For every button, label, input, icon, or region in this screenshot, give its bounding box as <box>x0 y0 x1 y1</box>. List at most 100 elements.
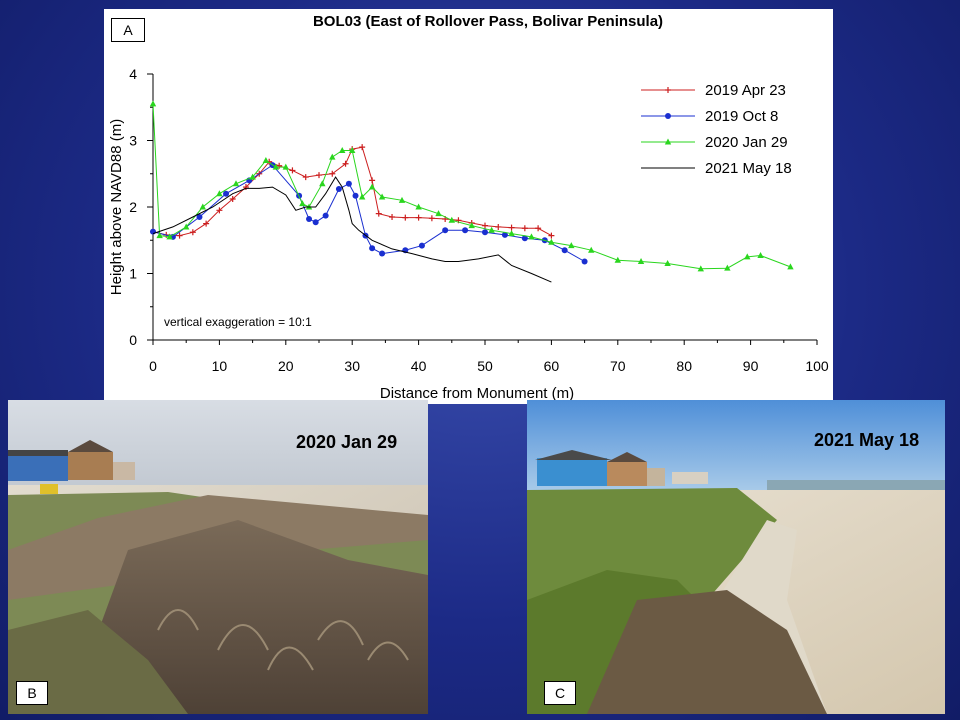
data-point <box>345 180 352 187</box>
data-point <box>508 230 515 237</box>
data-point <box>369 177 376 184</box>
series-line <box>152 164 585 262</box>
x-tick-label: 30 <box>344 358 360 374</box>
legend-label: 2020 Jan 29 <box>705 134 788 151</box>
data-point <box>697 265 704 272</box>
data-point <box>232 180 240 187</box>
data-point <box>787 263 794 270</box>
x-tick-label: 20 <box>278 358 294 374</box>
data-point <box>312 219 319 226</box>
data-point <box>329 170 336 177</box>
profile-chart-panel: BOL03 (East of Rollover Pass, Bolivar Pe… <box>104 9 833 404</box>
data-point <box>535 225 542 232</box>
data-point <box>462 227 469 234</box>
data-point <box>521 235 528 242</box>
data-point <box>664 138 672 145</box>
x-tick-label: 90 <box>743 358 759 374</box>
data-point <box>468 222 475 229</box>
x-tick-label: 50 <box>477 358 493 374</box>
data-point <box>229 196 236 203</box>
data-point <box>375 210 382 217</box>
x-tick-label: 80 <box>676 358 692 374</box>
series-2021-may-18 <box>152 176 552 283</box>
data-point <box>744 253 751 260</box>
panel-letter-b: B <box>16 681 48 705</box>
data-point <box>352 192 359 199</box>
data-point <box>302 174 309 181</box>
data-point <box>203 220 210 227</box>
data-point <box>272 163 280 170</box>
data-point <box>369 245 376 252</box>
data-point <box>149 100 157 107</box>
series-2019-apr-23 <box>150 144 555 239</box>
data-point <box>665 113 671 119</box>
data-point <box>276 162 283 169</box>
data-point <box>724 264 731 271</box>
data-point <box>501 231 508 238</box>
data-point <box>196 213 203 220</box>
data-point <box>448 216 455 223</box>
data-point <box>588 246 595 253</box>
series-line <box>152 103 791 270</box>
data-point <box>349 146 356 153</box>
data-point <box>319 180 326 187</box>
data-point <box>299 200 306 207</box>
data-point <box>428 215 435 222</box>
data-point <box>482 229 488 236</box>
photo-2021-may-18: 2021 May 18 C <box>527 400 945 714</box>
panel-letter-c: C <box>544 681 576 705</box>
x-tick-label: 0 <box>149 358 157 374</box>
data-point <box>614 256 621 263</box>
data-point <box>189 229 196 236</box>
dune-photo-b <box>8 400 428 714</box>
data-point <box>415 203 422 210</box>
data-point <box>548 232 555 239</box>
data-point <box>368 183 376 190</box>
data-point <box>664 260 671 267</box>
data-point <box>418 242 425 249</box>
data-point <box>359 144 366 151</box>
data-point <box>581 258 588 265</box>
y-tick-label: 1 <box>129 266 137 282</box>
data-point <box>289 167 296 174</box>
data-point <box>216 190 223 197</box>
axis-ticks: 0 10 20 30 40 50 60 70 80 90 100 0 1 2 3 4 <box>129 66 829 374</box>
data-point <box>442 227 449 234</box>
data-point <box>398 196 406 203</box>
data-point <box>389 213 396 220</box>
data-point <box>156 232 163 239</box>
data-point <box>223 190 230 197</box>
x-axis-label: Distance from Monument (m) <box>380 385 574 402</box>
photo-2020-jan-29: 2020 Jan 29 B <box>8 400 428 714</box>
series-2019-oct-8 <box>150 162 588 265</box>
x-tick-label: 60 <box>544 358 560 374</box>
data-point <box>561 247 568 254</box>
photo-c-date: 2021 May 18 <box>814 430 920 450</box>
data-point <box>322 212 329 219</box>
series-line <box>152 176 552 283</box>
data-point <box>216 207 223 214</box>
vertical-exaggeration-note: vertical exaggeration = 10:1 <box>164 315 312 329</box>
beach-profile-chart: BOL03 (East of Rollover Pass, Bolivar Pe… <box>108 13 829 402</box>
data-point <box>262 156 270 163</box>
series-2020-jan-29 <box>149 100 794 272</box>
data-point <box>665 87 671 93</box>
data-point <box>495 223 502 230</box>
data-point <box>335 186 342 193</box>
x-tick-label: 100 <box>805 358 829 374</box>
y-tick-label: 2 <box>129 199 137 215</box>
data-point <box>482 222 488 229</box>
data-point <box>150 228 156 235</box>
legend: 2019 Apr 23 2019 Oct 8 2020 Jan 29 2021 May… <box>641 82 792 177</box>
data-point <box>242 184 249 191</box>
legend-label: 2019 Oct 8 <box>705 108 778 125</box>
data-point <box>415 214 422 221</box>
data-point <box>488 226 495 233</box>
data-point <box>521 225 528 232</box>
data-point <box>508 224 515 231</box>
legend-label: 2019 Apr 23 <box>705 82 786 99</box>
photo-b-date: 2020 Jan 29 <box>296 432 398 452</box>
y-axis-label: Height above NAVD88 (m) <box>108 119 125 295</box>
x-tick-label: 10 <box>212 358 228 374</box>
legend-label: 2021 May 18 <box>705 160 792 177</box>
